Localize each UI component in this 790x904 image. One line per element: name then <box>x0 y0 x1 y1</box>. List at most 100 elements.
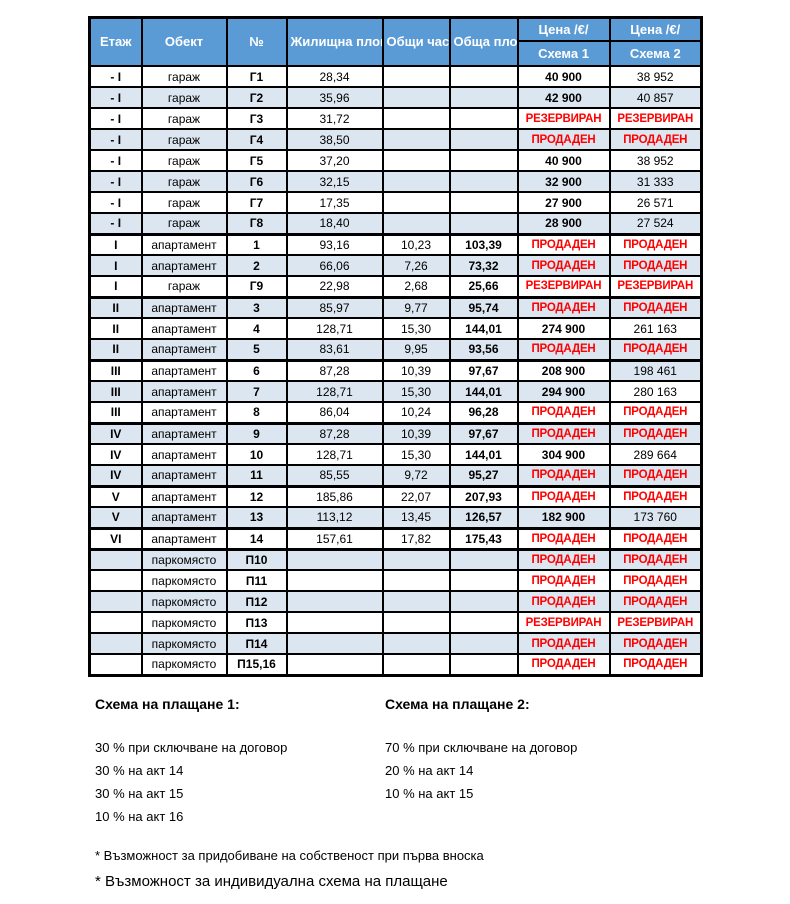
table-row: - I гараж Г3 31,72 РЕЗЕРВИРАН РЕЗЕРВИРАН <box>88 107 703 130</box>
price-scheme2-cell: 26 571 <box>608 191 703 214</box>
total-area-cell: 73,32 <box>448 254 519 277</box>
common-parts-cell: 15,30 <box>381 317 451 340</box>
price-scheme1-cell: ПРОДАДЕН <box>516 421 611 445</box>
living-area-cell: 157,61 <box>285 526 384 550</box>
number-cell: 2 <box>225 254 288 277</box>
common-parts-cell: 10,39 <box>381 421 451 445</box>
number-cell: П13 <box>225 611 288 634</box>
price-scheme1-cell: ПРОДАДЕН <box>516 232 611 256</box>
total-area-cell <box>448 149 519 172</box>
floor-cell <box>88 547 143 571</box>
price-table-body: - I гараж Г1 28,34 40 900 38 952 - I гар… <box>88 65 703 676</box>
number-cell: Г8 <box>225 212 288 235</box>
number-cell: 6 <box>225 358 288 382</box>
floor-cell: - I <box>88 191 143 214</box>
living-area-cell: 32,15 <box>285 170 384 193</box>
total-area-cell: 144,01 <box>448 380 519 403</box>
common-parts-cell <box>381 212 451 235</box>
living-area-cell: 185,86 <box>285 484 384 508</box>
table-row: паркомясто П10 ПРОДАДЕН ПРОДАДЕН <box>88 547 703 571</box>
number-cell: П11 <box>225 569 288 592</box>
common-parts-cell <box>381 569 451 592</box>
total-area-cell: 175,43 <box>448 526 519 550</box>
object-cell: гараж <box>140 191 228 214</box>
column-header-floor: Етаж <box>88 16 143 67</box>
floor-cell: V <box>88 484 143 508</box>
price-scheme2-cell: РЕЗЕРВИРАН <box>608 275 703 298</box>
payment-scheme-1-title: Схема на плащане 1: <box>95 696 240 712</box>
table-row: V апартамент 12 185,86 22,07 207,93 ПРОД… <box>88 484 703 508</box>
object-cell: апартамент <box>140 484 228 508</box>
living-area-cell: 18,40 <box>285 212 384 235</box>
price-scheme2-cell: ПРОДАДЕН <box>608 128 703 151</box>
payment-scheme-2: Схема на плащане 2: 70 % при сключване н… <box>385 696 675 833</box>
price-scheme2-cell: ПРОДАДЕН <box>608 632 703 655</box>
table-row: - I гараж Г6 32,15 32 900 31 333 <box>88 170 703 193</box>
price-scheme1-cell: 40 900 <box>516 65 611 88</box>
object-cell: паркомясто <box>140 590 228 613</box>
floor-cell: IV <box>88 464 143 487</box>
object-cell: паркомясто <box>140 569 228 592</box>
object-cell: апартамент <box>140 317 228 340</box>
column-header-price-scheme-2: Цена /€/ Схема 2 <box>608 16 703 67</box>
total-area-cell <box>448 611 519 634</box>
living-area-cell: 38,50 <box>285 128 384 151</box>
number-cell: 4 <box>225 317 288 340</box>
table-row: паркомясто П14 ПРОДАДЕН ПРОДАДЕН <box>88 632 703 655</box>
price-scheme1-cell: ПРОДАДЕН <box>516 653 611 676</box>
table-row: III апартамент 8 86,04 10,24 96,28 ПРОДА… <box>88 401 703 424</box>
price-scheme2-cell: 31 333 <box>608 170 703 193</box>
total-area-cell: 103,39 <box>448 232 519 256</box>
scheme-line: 10 % на акт 16 <box>95 809 184 824</box>
living-area-cell: 128,71 <box>285 380 384 403</box>
table-row: I апартамент 2 66,06 7,26 73,32 ПРОДАДЕН… <box>88 254 703 277</box>
price-table: Етаж Обект № Жилищна площ /м2/ Общи част… <box>88 16 703 677</box>
table-row: - I гараж Г2 35,96 42 900 40 857 <box>88 86 703 109</box>
price-scheme2-cell: ПРОДАДЕН <box>608 526 703 550</box>
price-scheme2-cell: ПРОДАДЕН <box>608 338 703 361</box>
scheme-line: 30 % на акт 14 <box>95 763 184 778</box>
object-cell: гараж <box>140 86 228 109</box>
object-cell: паркомясто <box>140 611 228 634</box>
payment-scheme-1: Схема на плащане 1: 30 % при сключване н… <box>95 696 385 833</box>
number-cell: 14 <box>225 526 288 550</box>
living-area-cell: 83,61 <box>285 338 384 361</box>
common-parts-cell <box>381 653 451 676</box>
table-row: II апартамент 4 128,71 15,30 144,01 274 … <box>88 317 703 340</box>
floor-cell: - I <box>88 212 143 235</box>
common-parts-cell <box>381 128 451 151</box>
living-area-cell: 128,71 <box>285 443 384 466</box>
number-cell: 11 <box>225 464 288 487</box>
object-cell: паркомясто <box>140 632 228 655</box>
floor-cell: IV <box>88 421 143 445</box>
floor-cell: III <box>88 380 143 403</box>
number-cell: Г9 <box>225 275 288 298</box>
price-scheme2-cell: 27 524 <box>608 212 703 235</box>
floor-cell: III <box>88 358 143 382</box>
floor-cell: - I <box>88 149 143 172</box>
table-row: V апартамент 13 113,12 13,45 126,57 182 … <box>88 506 703 529</box>
price-scheme1-cell: ПРОДАДЕН <box>516 526 611 550</box>
number-cell: Г7 <box>225 191 288 214</box>
total-area-cell <box>448 128 519 151</box>
price-scheme2-cell: РЕЗЕРВИРАН <box>608 611 703 634</box>
object-cell: апартамент <box>140 254 228 277</box>
price-scheme1-cell: ПРОДАДЕН <box>516 338 611 361</box>
table-row: II апартамент 3 85,97 9,77 95,74 ПРОДАДЕ… <box>88 295 703 319</box>
footnote: * Възможност за индивидуална схема на пл… <box>95 873 448 890</box>
object-cell: апартамент <box>140 380 228 403</box>
common-parts-cell <box>381 149 451 172</box>
living-area-cell: 93,16 <box>285 232 384 256</box>
column-header-number: № <box>225 16 288 67</box>
scheme-line: 20 % на акт 14 <box>385 763 474 778</box>
total-area-cell <box>448 569 519 592</box>
price-scheme2-cell: ПРОДАДЕН <box>608 254 703 277</box>
object-cell: гараж <box>140 107 228 130</box>
living-area-cell: 85,97 <box>285 295 384 319</box>
table-row: I апартамент 1 93,16 10,23 103,39 ПРОДАД… <box>88 232 703 256</box>
price-scheme2-cell: 38 952 <box>608 149 703 172</box>
column-header-price-scheme-1: Цена /€/ Схема 1 <box>516 16 611 67</box>
scheme-line: 30 % на акт 15 <box>95 786 184 801</box>
object-cell: гараж <box>140 65 228 88</box>
price-scheme1-cell: ПРОДАДЕН <box>516 484 611 508</box>
